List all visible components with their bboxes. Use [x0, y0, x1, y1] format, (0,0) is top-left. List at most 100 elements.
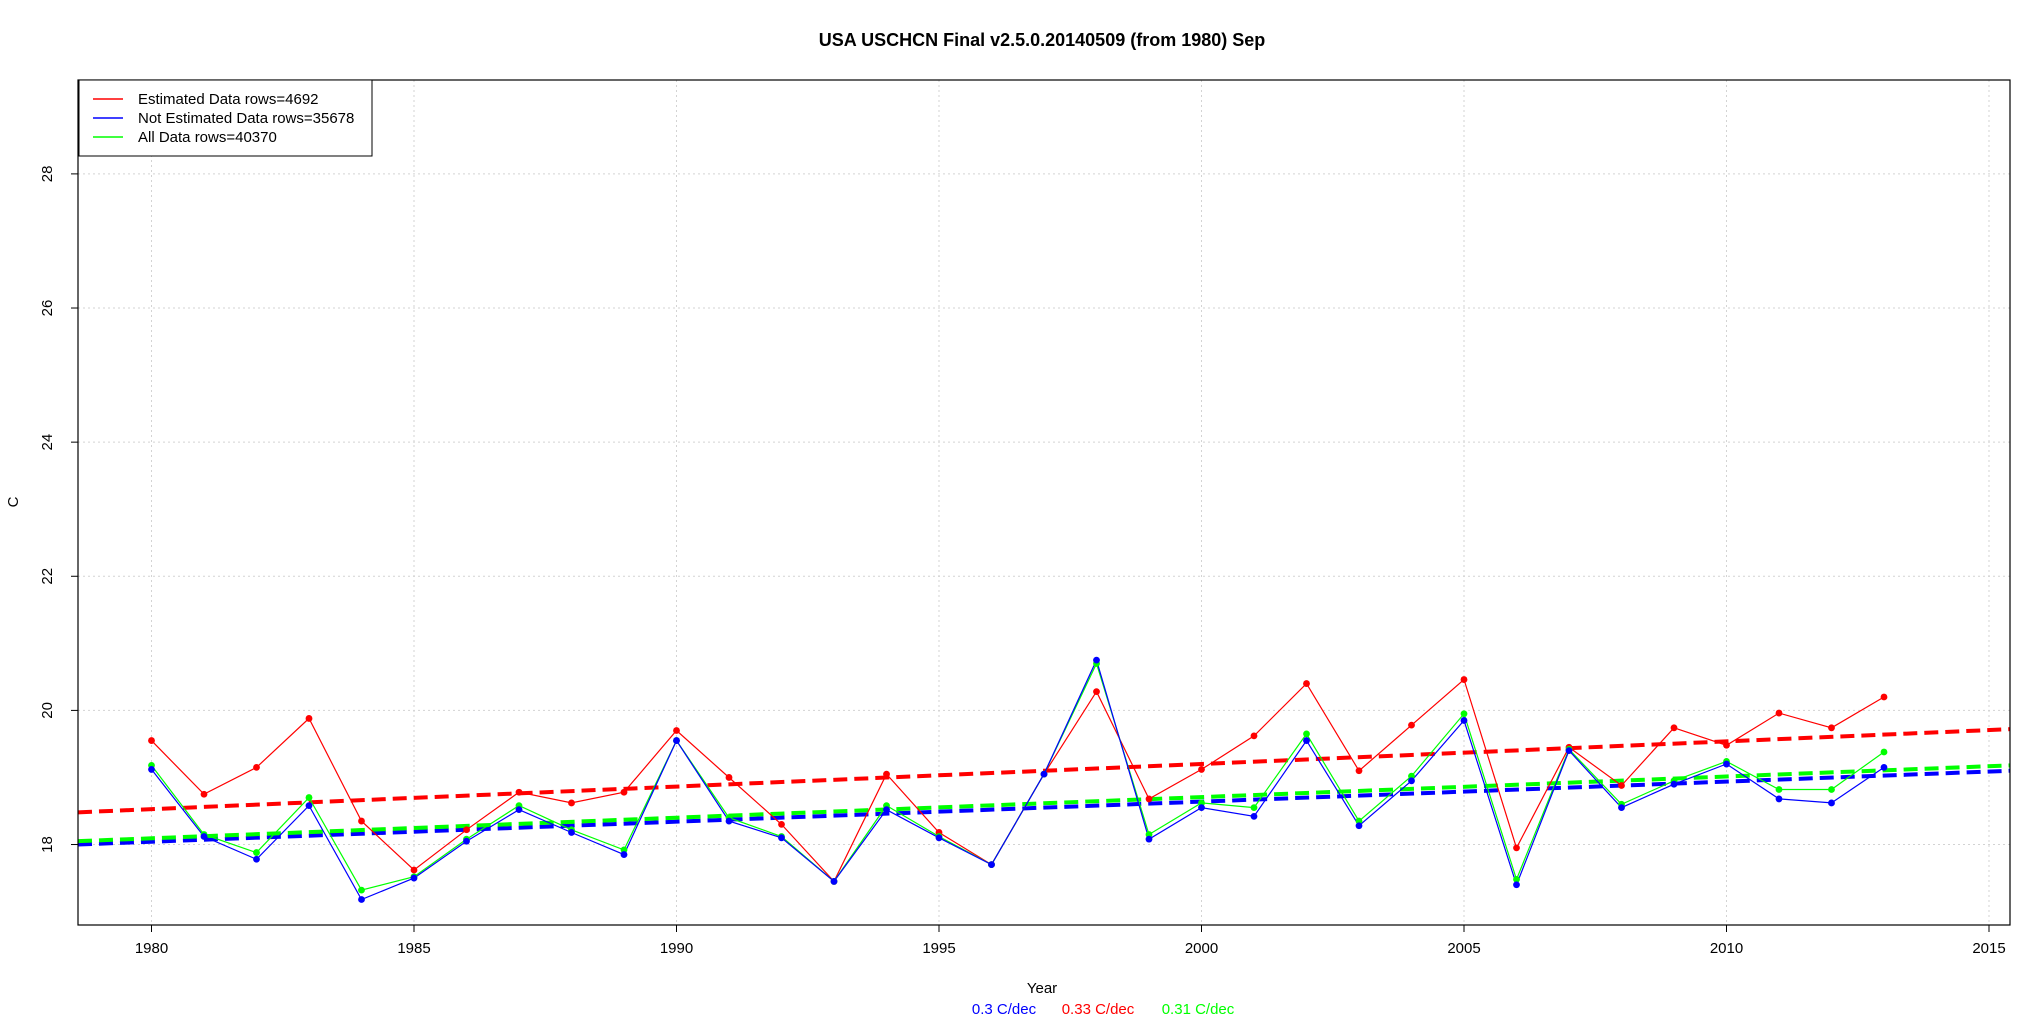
data-point: [1355, 822, 1363, 830]
data-point: [1093, 656, 1100, 664]
x-tick-label: 2010: [1710, 940, 1743, 957]
chart-title: USA USCHCN Final v2.5.0.20140509 (from 1…: [819, 30, 1266, 50]
data-point: [200, 790, 208, 798]
data-point: [1303, 730, 1310, 738]
data-point: [1513, 881, 1520, 889]
data-point: [620, 846, 628, 854]
slope-label: 0.33 C/dec: [1062, 1001, 1135, 1018]
legend-entry: Estimated Data rows=4692: [138, 91, 319, 108]
data-point: [778, 834, 785, 842]
data-point: [1250, 804, 1258, 812]
x-tick-label: 2015: [1972, 940, 2005, 957]
data-point: [1198, 804, 1205, 812]
data-point: [673, 727, 680, 734]
y-tick-label: 26: [39, 300, 56, 317]
y-tick-label: 22: [39, 568, 56, 585]
data-point: [1880, 748, 1888, 756]
data-point: [725, 817, 733, 825]
data-point: [515, 788, 523, 796]
data-point: [148, 766, 155, 773]
trend-line: [77, 763, 2011, 844]
data-point: [1775, 795, 1783, 803]
data-point: [305, 715, 313, 722]
x-tick-label: 1990: [660, 940, 693, 957]
data-point: [305, 794, 313, 801]
trend-line: [77, 768, 2011, 847]
series-line: [151, 658, 1885, 901]
data-point: [1408, 777, 1415, 785]
legend-entry: All Data rows=40370: [138, 129, 277, 146]
x-tick-label: 2000: [1185, 940, 1218, 957]
data-point: [1355, 767, 1363, 775]
data-point: [673, 737, 680, 744]
data-point: [253, 764, 260, 771]
data-point: [778, 821, 785, 828]
legend-entry: Not Estimated Data rows=35678: [138, 110, 354, 127]
grid: [78, 80, 2010, 925]
data-point: [1828, 799, 1835, 807]
series-line: [151, 678, 1885, 883]
data-point: [200, 833, 208, 840]
data-point: [568, 799, 575, 807]
y-tick-label: 24: [39, 434, 56, 451]
data-point: [1828, 786, 1835, 793]
data-point: [725, 774, 733, 781]
data-point: [883, 770, 890, 778]
data-point: [1723, 741, 1730, 749]
data-point: [620, 851, 628, 858]
data-point: [253, 855, 260, 863]
data-point: [1880, 693, 1888, 701]
data-point: [1145, 795, 1153, 803]
data-point: [1513, 875, 1520, 883]
y-tick-label: 18: [39, 836, 56, 853]
slope-label: 0.3 C/dec: [972, 1001, 1037, 1018]
data-point: [148, 737, 155, 744]
data-point: [568, 829, 575, 836]
y-axis-label: C: [5, 496, 22, 507]
data-point: [1093, 688, 1100, 696]
data-point: [1408, 772, 1415, 780]
data-point: [1460, 676, 1468, 683]
data-point: [253, 849, 260, 856]
y-tick-label: 28: [39, 166, 56, 183]
data-point: [1670, 780, 1678, 788]
plot-frame: [77, 79, 2011, 926]
data-point: [463, 826, 470, 834]
axes: 1980 1985 1990 1995 2000 2005 2010 2015 18 20 22 24…: [39, 166, 2006, 957]
data-point: [1618, 782, 1625, 789]
data-point: [883, 806, 890, 814]
data-point: [305, 802, 313, 810]
data-point: [1408, 721, 1415, 729]
data-point: [1565, 747, 1573, 755]
data-point: [358, 896, 365, 903]
data-point: [620, 788, 628, 796]
data-point: [1723, 760, 1730, 768]
data-point: [358, 886, 365, 894]
data-point: [515, 806, 523, 814]
data-point: [1198, 799, 1205, 807]
data-point: [1040, 770, 1048, 778]
x-tick-label: 1995: [922, 940, 955, 957]
data-point: [410, 866, 418, 874]
data-point: [1145, 835, 1153, 843]
data-point: [410, 874, 418, 882]
data-point: [1198, 766, 1205, 773]
data-point: [1880, 764, 1888, 771]
slope-label: 0.31 C/dec: [1162, 1001, 1235, 1018]
data-series: [148, 656, 1888, 903]
data-point: [1250, 732, 1258, 740]
data-point: [1513, 844, 1520, 852]
data-point: [358, 817, 365, 825]
data-point: [1670, 724, 1678, 732]
data-point: [1775, 786, 1783, 793]
data-point: [463, 837, 470, 845]
x-tick-label: 2005: [1447, 940, 1480, 957]
data-point: [1460, 717, 1468, 724]
data-point: [1303, 737, 1310, 744]
x-axis-label: Year: [1027, 980, 1057, 997]
legend: Estimated Data rows=4692 Not Estimated Da…: [78, 79, 373, 157]
legend-box: [78, 79, 373, 157]
series-line: [151, 661, 1885, 891]
data-point: [830, 878, 838, 885]
